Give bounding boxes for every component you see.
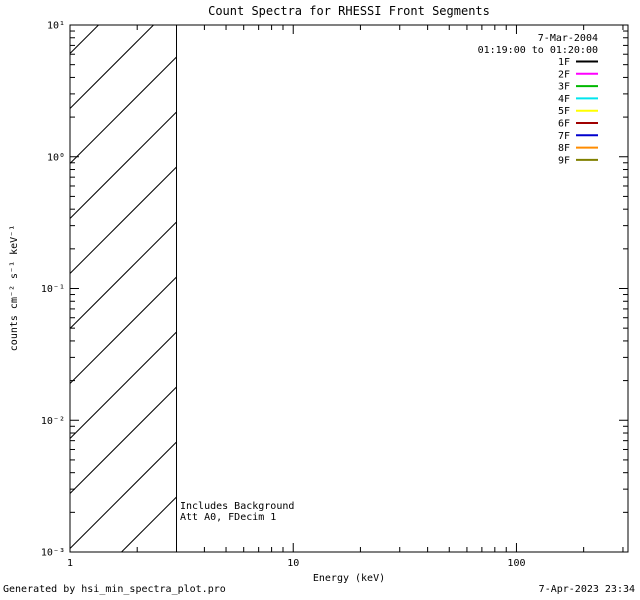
legend-entry-label: 1F — [558, 57, 570, 68]
legend-entry-label: 8F — [558, 143, 570, 154]
hatch-line — [120, 496, 177, 552]
hatch-line — [70, 386, 177, 494]
legend-entry-label: 6F — [558, 119, 570, 130]
y-tick-label: 10⁻³ — [41, 548, 65, 559]
x-axis-label: Energy (keV) — [313, 573, 385, 584]
y-tick-label: 10⁻¹ — [41, 284, 65, 295]
hatch-line — [70, 56, 177, 164]
plot-frame — [69, 24, 629, 553]
render-timestamp: 7-Apr-2023 23:34 — [538, 584, 635, 595]
obs-time-range: 01:19:00 to 01:20:00 — [478, 45, 598, 56]
annotation-includes-background: Includes Background — [180, 501, 294, 512]
hatch-line — [70, 441, 177, 549]
y-tick-label: 10¹ — [47, 21, 65, 32]
legend-entry-label: 3F — [558, 82, 570, 93]
obs-date: 7-Mar-2004 — [538, 33, 598, 44]
legend-entry-label: 4F — [558, 94, 570, 105]
hatch-line — [70, 25, 100, 54]
legend-entry-label: 2F — [558, 69, 570, 80]
hatch-line — [70, 111, 177, 219]
hatch-line — [70, 166, 177, 274]
x-tick-label: 100 — [507, 558, 525, 569]
y-tick-label: 10⁰ — [47, 152, 65, 163]
legend-entry-label: 9F — [558, 155, 570, 166]
hatch-line — [70, 25, 155, 109]
x-tick-label: 10 — [287, 558, 299, 569]
x-tick-label: 1 — [67, 558, 73, 569]
plot-title: Count Spectra for RHESSI Front Segments — [208, 4, 490, 18]
legend-entry-label: 7F — [558, 131, 570, 142]
hatch-region — [70, 25, 177, 552]
legend-entry-label: 5F — [558, 106, 570, 117]
y-axis-label: counts cm⁻² s⁻¹ keV⁻¹ — [9, 225, 20, 351]
y-tick-label: 10⁻² — [41, 416, 65, 427]
generator-credit: Generated by hsi_min_spectra_plot.pro — [3, 584, 226, 595]
hatch-line — [70, 221, 177, 329]
hatch-line — [70, 276, 177, 384]
annotation-attenuator: Att A0, FDecim 1 — [180, 512, 276, 523]
hatch-line — [70, 331, 177, 439]
